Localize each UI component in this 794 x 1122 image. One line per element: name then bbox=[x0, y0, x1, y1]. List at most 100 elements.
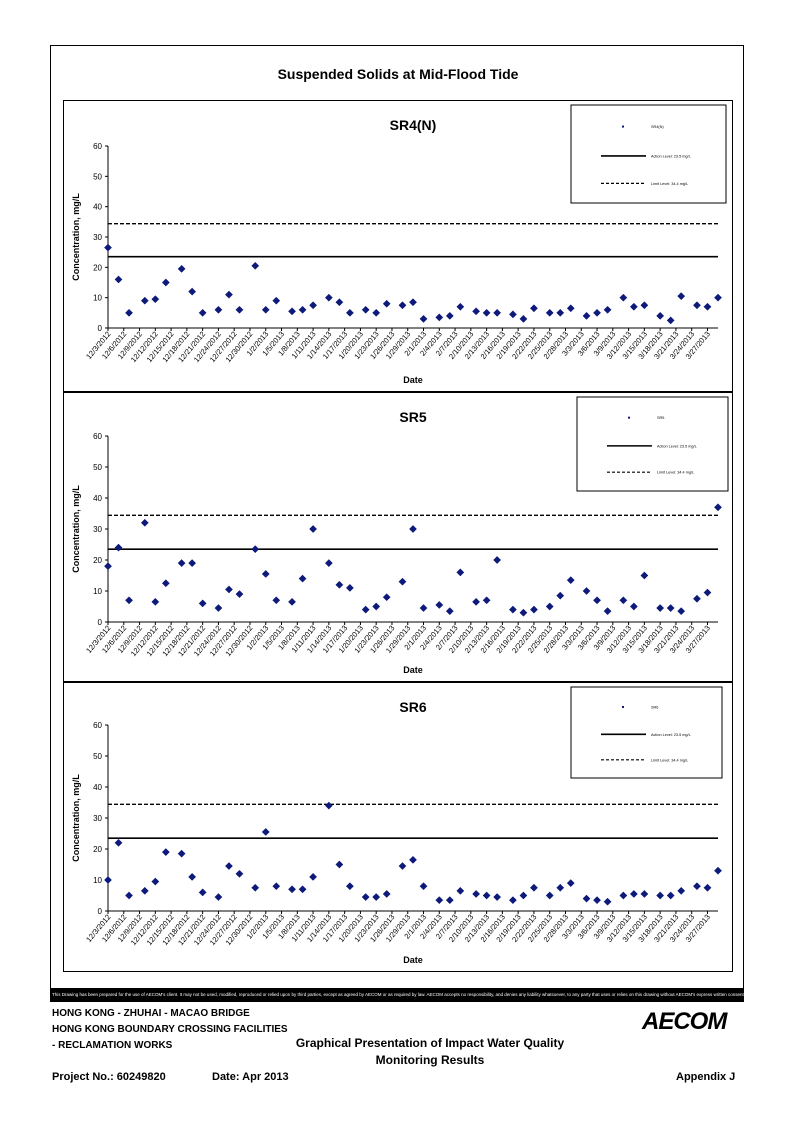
data-point bbox=[482, 308, 491, 317]
data-point bbox=[335, 298, 344, 307]
project-number: Project No.: 60249820 bbox=[52, 1071, 166, 1083]
legend-entry: SR6 bbox=[651, 706, 658, 710]
data-point bbox=[619, 293, 628, 302]
drawing-title-line-2: Monitoring Results bbox=[375, 1053, 485, 1067]
data-point bbox=[272, 296, 281, 305]
data-point bbox=[361, 605, 370, 614]
data-point bbox=[188, 559, 197, 568]
data-point bbox=[398, 301, 407, 310]
x-axis-label: Date bbox=[403, 375, 423, 385]
data-point bbox=[214, 604, 223, 613]
data-point bbox=[519, 314, 528, 323]
data-point bbox=[603, 897, 612, 906]
data-point bbox=[419, 882, 428, 891]
data-point bbox=[372, 308, 381, 317]
data-point bbox=[508, 310, 517, 319]
y-tick-label: 60 bbox=[93, 432, 102, 441]
data-point bbox=[593, 308, 602, 317]
data-point bbox=[566, 576, 575, 585]
data-point bbox=[398, 862, 407, 871]
data-point bbox=[324, 559, 333, 568]
data-point bbox=[114, 543, 123, 552]
y-tick-label: 0 bbox=[98, 324, 103, 333]
chart-sr6: SR6010203040506012/3/201212/6/201212/9/2… bbox=[63, 682, 733, 972]
y-tick-label: 10 bbox=[93, 876, 102, 885]
data-point bbox=[398, 577, 407, 586]
appendix-label: Appendix J bbox=[676, 1071, 736, 1083]
data-point bbox=[582, 311, 591, 320]
data-point bbox=[666, 891, 675, 900]
data-point bbox=[335, 580, 344, 589]
data-point bbox=[104, 876, 112, 884]
data-point bbox=[603, 607, 612, 616]
legend-entry: SR4(N) bbox=[651, 125, 664, 129]
data-point bbox=[508, 896, 517, 905]
data-point bbox=[435, 896, 444, 905]
chart-title: SR6 bbox=[399, 699, 426, 715]
data-point bbox=[309, 301, 318, 310]
y-tick-label: 20 bbox=[93, 263, 102, 272]
data-point bbox=[445, 607, 454, 616]
y-tick-label: 0 bbox=[98, 618, 103, 627]
data-point bbox=[714, 293, 722, 302]
data-point bbox=[151, 295, 160, 304]
data-point bbox=[693, 882, 701, 891]
data-point bbox=[629, 602, 638, 611]
data-point bbox=[214, 305, 223, 314]
data-point bbox=[345, 308, 354, 317]
data-point bbox=[456, 886, 465, 895]
data-point bbox=[529, 605, 538, 614]
data-point bbox=[519, 608, 528, 617]
data-point bbox=[693, 594, 701, 603]
data-point bbox=[272, 596, 281, 605]
data-point bbox=[640, 571, 649, 580]
x-axis-label: Date bbox=[403, 665, 423, 675]
project-line-2: HONG KONG BOUNDARY CROSSING FACILITIES bbox=[52, 1024, 288, 1035]
chart-sr5: SR5010203040506012/3/201212/6/201212/9/2… bbox=[63, 392, 733, 682]
project-line-1: HONG KONG - ZHUHAI - MACAO BRIDGE bbox=[52, 1008, 250, 1019]
data-point bbox=[261, 569, 270, 578]
data-point bbox=[151, 877, 160, 886]
legend-marker-point bbox=[628, 416, 630, 419]
data-point bbox=[703, 302, 712, 311]
data-point bbox=[251, 261, 260, 270]
data-point bbox=[177, 559, 186, 568]
y-tick-label: 50 bbox=[93, 172, 102, 181]
data-point bbox=[619, 891, 628, 900]
y-tick-label: 30 bbox=[93, 814, 102, 823]
data-point bbox=[324, 293, 333, 302]
data-point bbox=[508, 605, 517, 614]
data-point bbox=[161, 278, 170, 287]
data-point bbox=[198, 308, 207, 317]
legend-box bbox=[570, 686, 723, 779]
data-point bbox=[251, 883, 260, 892]
data-point bbox=[482, 891, 491, 900]
y-tick-label: 40 bbox=[93, 203, 102, 212]
data-point bbox=[472, 889, 481, 898]
data-point bbox=[493, 556, 502, 564]
data-point bbox=[456, 302, 465, 311]
data-point bbox=[235, 590, 244, 599]
data-point bbox=[545, 308, 554, 317]
y-tick-label: 30 bbox=[93, 233, 102, 242]
chart-sr4n: SR4(N)010203040506012/3/201212/6/201212/… bbox=[63, 100, 733, 392]
y-tick-label: 20 bbox=[93, 556, 102, 565]
data-point bbox=[335, 860, 344, 869]
data-point bbox=[593, 596, 602, 605]
data-point bbox=[445, 896, 454, 905]
data-point bbox=[629, 302, 638, 311]
data-point bbox=[288, 597, 297, 606]
legend-marker-point bbox=[622, 706, 624, 709]
data-point bbox=[482, 596, 491, 605]
y-axis-label: Concentration, mg/L bbox=[71, 193, 81, 281]
data-point bbox=[629, 889, 638, 898]
y-tick-label: 60 bbox=[93, 142, 102, 151]
data-point bbox=[298, 885, 307, 894]
data-point bbox=[382, 593, 391, 602]
data-point bbox=[161, 579, 170, 588]
data-point bbox=[345, 882, 354, 891]
data-point bbox=[188, 872, 197, 881]
data-point bbox=[666, 604, 675, 613]
data-point bbox=[493, 893, 502, 902]
data-point bbox=[272, 882, 281, 891]
